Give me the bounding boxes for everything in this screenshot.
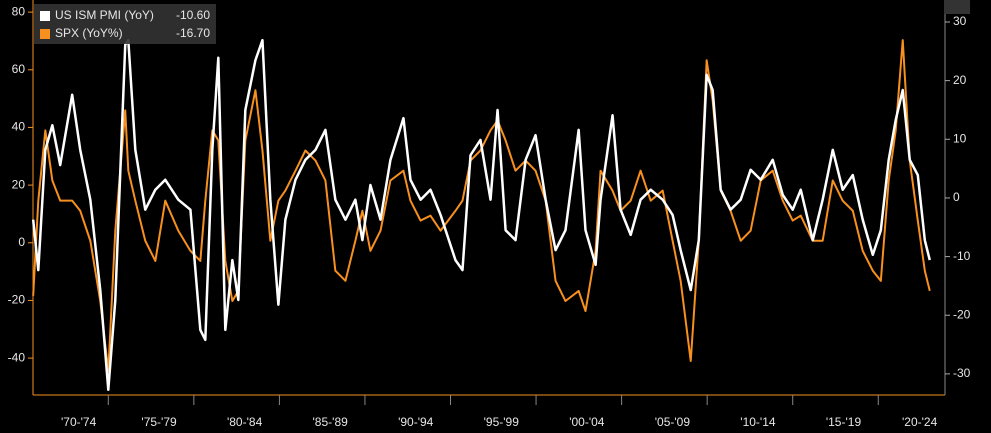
legend-swatch <box>40 29 50 39</box>
legend-box <box>34 4 216 44</box>
y-tick-label: 40 <box>12 120 26 134</box>
y-tick-label: -40 <box>8 350 26 364</box>
legend-label: SPX (YoY%) <box>55 26 123 40</box>
y2-tick-label: -10 <box>953 249 971 263</box>
x-tick-label: '05-'09 <box>655 415 691 429</box>
chart-options-icon[interactable] <box>944 0 970 14</box>
y-tick-label: 0 <box>18 235 25 249</box>
x-tick-label: '10-'14 <box>740 415 776 429</box>
y2-tick-label: 10 <box>953 131 967 145</box>
x-tick-label: '85-'89 <box>313 415 349 429</box>
legend-value: -10.60 <box>176 8 210 22</box>
x-tick-label: '75-'79 <box>141 415 177 429</box>
legend: US ISM PMI (YoY) -10.60 SPX (YoY%) -16.70 <box>34 4 216 44</box>
legend-swatch <box>40 11 50 21</box>
y2-tick-label: 0 <box>953 190 960 204</box>
y2-tick-label: -30 <box>953 366 971 380</box>
x-tick-label: '90-'94 <box>398 415 434 429</box>
plot-area <box>31 38 931 391</box>
x-tick-label: '80-'84 <box>227 415 263 429</box>
x-tick-label: '95-'99 <box>484 415 520 429</box>
x-tick-label: '00-'04 <box>569 415 605 429</box>
y2-tick-label: -20 <box>953 307 971 321</box>
y-tick-label: 60 <box>12 62 26 76</box>
x-tick-label: '70-'74 <box>61 415 97 429</box>
y2-tick-label: 30 <box>953 14 967 28</box>
y-tick-label: 80 <box>12 4 26 18</box>
legend-value: -16.70 <box>176 26 210 40</box>
legend-label: US ISM PMI (YoY) <box>55 8 154 22</box>
y2-tick-label: 20 <box>953 73 967 87</box>
y-tick-label: 20 <box>12 177 26 191</box>
x-tick-label: '15-'19 <box>826 415 862 429</box>
x-tick-label: '20-'24 <box>902 415 938 429</box>
y-tick-label: -20 <box>8 293 26 307</box>
series-line <box>31 38 931 391</box>
